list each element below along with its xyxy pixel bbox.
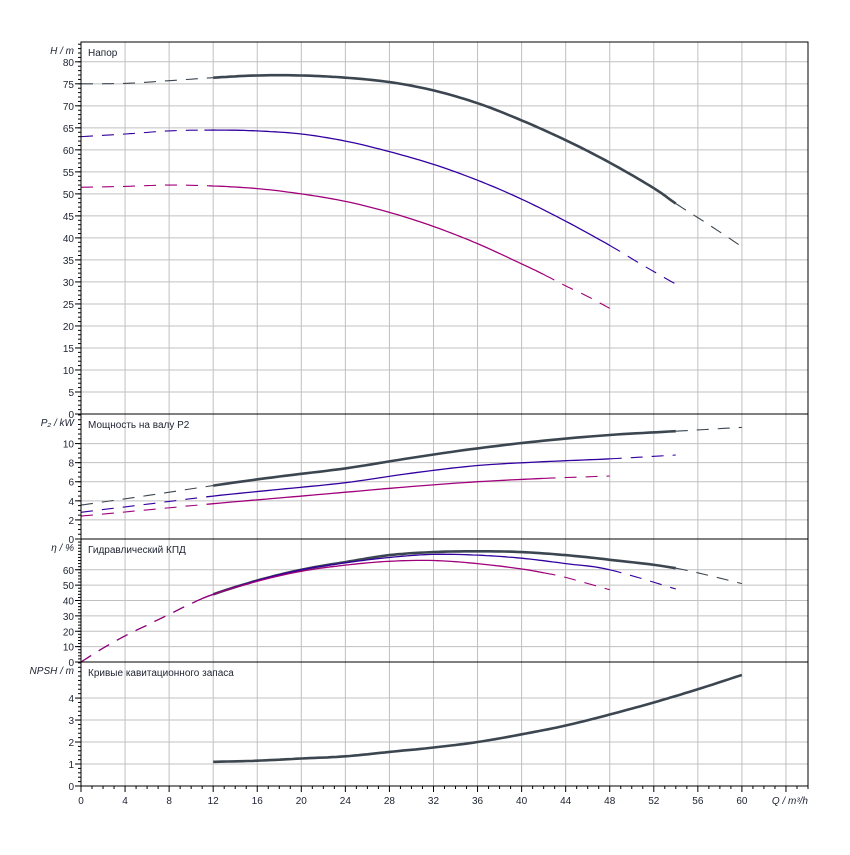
y-tick-label: 60 [63, 146, 75, 157]
efficiency-curve-speed_low-dashed [80, 597, 204, 663]
y-tick-label: 75 [63, 80, 75, 91]
y-tick-label: 3 [68, 716, 74, 727]
power-curve-speed_mid-solid [206, 458, 610, 498]
head-curve-speed_mid-solid [204, 129, 611, 246]
power-curve-speed_high-dashed [675, 426, 742, 432]
efficiency-curve-speed_high-dashed [675, 567, 743, 585]
x-tick-label: 16 [252, 796, 264, 807]
panel-title: Напор [88, 48, 118, 59]
head-curve-speed_mid-dashed [80, 129, 205, 138]
y-tick-label: 70 [63, 102, 75, 113]
y-tick-label: 60 [63, 566, 75, 577]
x-tick-label: 40 [516, 796, 528, 807]
power-curve-speed_high-solid [213, 429, 676, 487]
x-tick-label: 28 [384, 796, 396, 807]
x-tick-label: 4 [122, 796, 128, 807]
head-curve-speed_low-dashed [80, 184, 209, 188]
y-axis-label: η / % [51, 543, 74, 554]
y-tick-label: 10 [63, 643, 75, 654]
y-axis-label: NPSH / m [30, 666, 74, 677]
y-tick-label: 20 [63, 322, 75, 333]
power-curve-speed_low-dashed [543, 475, 610, 479]
plot-border [80, 41, 809, 787]
y-tick-label: 6 [68, 478, 74, 489]
y-tick-label: 50 [63, 190, 75, 201]
panel-title: Кривые кавитационного запаса [88, 668, 234, 679]
y-tick-label: 10 [63, 366, 75, 377]
power-curve-speed_low-dashed [80, 503, 207, 517]
y-tick-label: 0 [68, 658, 74, 669]
y-tick-label: 1 [68, 760, 74, 771]
power-curve-speed_high-dashed [80, 485, 214, 506]
x-tick-label: 60 [736, 796, 748, 807]
y-tick-label: 20 [63, 627, 75, 638]
head-curve-speed_high-dashed [675, 203, 743, 248]
y-axis-label: H / m [50, 46, 74, 57]
x-tick-label: 56 [692, 796, 704, 807]
y-tick-label: 15 [63, 344, 75, 355]
y-tick-label: 0 [68, 535, 74, 546]
y-tick-label: 8 [68, 459, 74, 470]
y-tick-label: 30 [63, 278, 75, 289]
x-tick-label: 44 [560, 796, 572, 807]
y-tick-label: 2 [68, 738, 74, 749]
panel-title: Гидравлический КПД [88, 545, 186, 556]
x-tick-label: 52 [648, 796, 660, 807]
y-tick-label: 4 [68, 497, 74, 508]
y-tick-label: 0 [68, 410, 74, 421]
head-curve-speed_low-solid [208, 185, 544, 275]
efficiency-curve-speed_mid-dashed [80, 597, 204, 663]
y-tick-label: 80 [63, 58, 75, 69]
efficiency-curve-speed_mid-solid [202, 553, 610, 599]
y-tick-label: 45 [63, 212, 75, 223]
panel-title: Мощность на валу P2 [88, 420, 190, 431]
y-tick-label: 65 [63, 124, 75, 135]
power-curve-speed_mid-dashed [609, 454, 676, 460]
x-tick-label: 32 [428, 796, 440, 807]
head-curve-speed_high-solid [213, 73, 677, 205]
power-curve-speed_low-solid [206, 477, 544, 505]
x-tick-label: 12 [208, 796, 220, 807]
y-tick-label: 25 [63, 300, 75, 311]
y-axis-label: P₂ / kW [41, 418, 76, 429]
y-tick-label: 10 [63, 440, 75, 451]
power-curve-speed_mid-dashed [80, 496, 207, 513]
x-tick-label: 48 [604, 796, 616, 807]
npsh-curve-speed_high-solid [213, 673, 743, 764]
plot-frame [75, 41, 809, 792]
x-tick-label: 20 [296, 796, 308, 807]
y-tick-label: 35 [63, 256, 75, 267]
efficiency-curve-speed_high-solid [212, 550, 677, 596]
x-tick-label: 36 [472, 796, 484, 807]
x-tick-label: 8 [166, 796, 172, 807]
y-tick-label: 2 [68, 516, 74, 527]
y-tick-label: 5 [68, 388, 74, 399]
efficiency-curve-speed_high-dashed [80, 593, 214, 663]
efficiency-curve-speed_low-solid [202, 559, 544, 599]
head-curve-speed_mid-dashed [609, 244, 677, 285]
y-tick-label: 0 [68, 782, 74, 793]
y-tick-label: 30 [63, 612, 75, 623]
curves [80, 73, 743, 764]
x-axis-label: Q / m³/h [772, 796, 809, 807]
efficiency-curve-speed_low-dashed [543, 572, 610, 591]
x-tick-label: 0 [78, 796, 84, 807]
y-tick-label: 40 [63, 597, 75, 608]
head-curve-speed_high-dashed [81, 77, 214, 85]
y-tick-label: 40 [63, 234, 75, 245]
head-curve-speed_low-dashed [543, 273, 610, 309]
y-tick-label: 50 [63, 581, 75, 592]
y-tick-label: 55 [63, 168, 75, 179]
y-tick-label: 4 [68, 694, 74, 705]
x-tick-label: 24 [340, 796, 352, 807]
efficiency-curve-speed_mid-dashed [609, 569, 676, 590]
